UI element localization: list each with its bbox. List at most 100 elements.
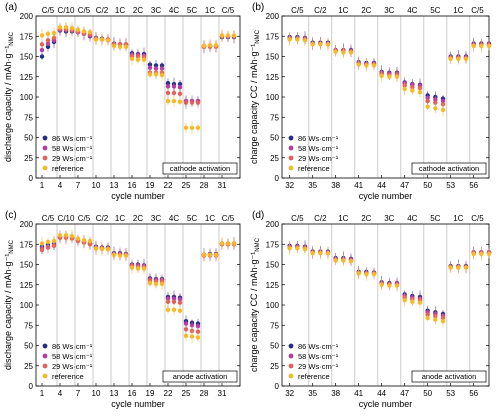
- x-tick-label: 13: [110, 389, 119, 398]
- data-point: [189, 334, 195, 339]
- y-tick-label: 25: [270, 154, 279, 163]
- y-tick-label: 125: [20, 73, 34, 82]
- data-point: [333, 258, 338, 263]
- data-point: [379, 73, 384, 79]
- y-tick-label: 150: [266, 53, 280, 62]
- data-point: [99, 246, 105, 252]
- rate-label: C/5: [291, 6, 304, 15]
- data-point: [69, 25, 75, 31]
- data-point: [425, 312, 430, 317]
- panel-label: (d): [252, 210, 264, 221]
- data-point: [394, 74, 400, 79]
- x-tick-label: 22: [164, 389, 173, 398]
- x-tick-label: 32: [285, 181, 294, 190]
- data-point: [364, 272, 369, 277]
- data-point: [325, 250, 331, 256]
- y-tick-label: 75: [270, 113, 279, 122]
- data-point: [333, 49, 338, 54]
- data-point: [141, 57, 147, 62]
- rate-label: C/5: [471, 214, 484, 223]
- data-point: [39, 47, 45, 53]
- legend-entry: 86 Ws·cm⁻¹: [52, 134, 93, 143]
- data-point: [295, 37, 300, 42]
- y-tick-label: 175: [266, 240, 280, 249]
- y-tick-label: 50: [270, 342, 279, 351]
- y-tick-label: 50: [24, 342, 33, 351]
- x-axis-label: cycle number: [359, 191, 413, 201]
- x-tick-label: 31: [218, 181, 227, 190]
- rate-label: 2C: [133, 214, 143, 223]
- x-tick-label: 38: [331, 181, 340, 190]
- data-point: [225, 241, 231, 246]
- data-point: [147, 280, 153, 286]
- data-point: [402, 297, 407, 303]
- chart-panel-b: 0 25 50 75 100 125 150 175 200 32 35 38 41 44 47 50 53 56…: [249, 2, 492, 201]
- data-point: [177, 85, 183, 90]
- rate-label: C/2: [314, 6, 327, 15]
- data-point: [417, 300, 423, 305]
- data-point: [287, 37, 292, 42]
- annotation-label: anode activation: [422, 372, 477, 381]
- rate-label: 1C: [453, 214, 463, 223]
- legend-marker: [42, 135, 48, 141]
- data-point: [111, 252, 117, 257]
- data-point: [123, 253, 129, 258]
- data-point: [410, 88, 415, 93]
- data-point: [310, 42, 315, 47]
- y-tick-label: 150: [266, 261, 280, 270]
- x-tick-label: 56: [469, 181, 478, 190]
- y-axis-label: charge capacity CC / mAh·g⁻¹NMC: [249, 29, 261, 164]
- data-point: [171, 296, 177, 301]
- legend-marker: [42, 343, 48, 349]
- rate-label: C/2: [96, 6, 109, 15]
- x-tick-label: 4: [58, 181, 63, 190]
- data-point: [171, 98, 177, 104]
- x-tick-label: 19: [146, 181, 155, 190]
- legend-entry: reference: [52, 164, 84, 173]
- data-point: [87, 30, 93, 35]
- data-point: [51, 238, 57, 244]
- panel-label: (c): [5, 210, 17, 221]
- data-point: [213, 42, 219, 48]
- x-tick-label: 25: [182, 181, 191, 190]
- rate-label: C/5: [222, 214, 235, 223]
- data-point: [219, 33, 225, 38]
- y-tick-label: 175: [20, 32, 34, 41]
- rate-label: 2C: [133, 6, 143, 15]
- rate-label: 2C: [361, 214, 371, 223]
- rate-label: 5C: [430, 214, 440, 223]
- data-point: [318, 250, 323, 256]
- data-point: [39, 241, 45, 246]
- data-point: [177, 308, 183, 313]
- y-tick-label: 125: [266, 73, 280, 82]
- data-point: [341, 50, 346, 55]
- data-point: [165, 84, 171, 89]
- legend-marker: [288, 165, 294, 171]
- y-tick-label: 150: [20, 261, 34, 270]
- data-point: [231, 241, 237, 246]
- annotation-box: [411, 162, 487, 175]
- y-tick-label: 175: [20, 240, 34, 249]
- data-point: [39, 42, 45, 47]
- x-tick-label: 31: [218, 389, 227, 398]
- data-point: [177, 99, 183, 105]
- y-tick-label: 125: [266, 281, 280, 290]
- rate-label: 1C: [115, 6, 125, 15]
- data-point: [57, 233, 63, 238]
- data-point: [165, 98, 171, 104]
- data-point: [417, 89, 423, 95]
- data-point: [341, 258, 346, 263]
- x-tick-label: 7: [76, 389, 81, 398]
- data-point: [87, 238, 93, 244]
- data-point: [195, 100, 201, 105]
- data-point: [57, 25, 63, 30]
- x-tick-label: 10: [92, 181, 101, 190]
- data-point: [486, 251, 492, 257]
- rate-label: 1C: [205, 214, 215, 223]
- data-point: [171, 299, 177, 304]
- data-point: [371, 272, 377, 277]
- data-point: [325, 42, 331, 47]
- data-point: [93, 246, 99, 251]
- rate-label: 4C: [169, 6, 179, 15]
